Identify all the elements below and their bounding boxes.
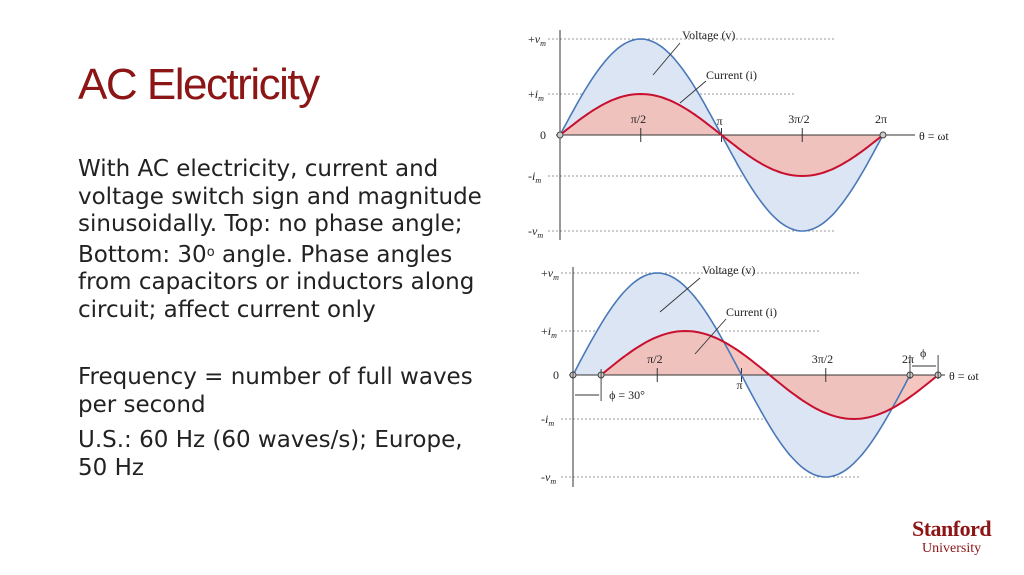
paragraph-us-europe: U.S.: 60 Hz (60 waves/s); Europe, 50 Hz [78, 427, 463, 481]
y-label-plus-im: +im [541, 324, 557, 340]
paragraph-frequency: Frequency = number of full waves per sec… [78, 364, 473, 418]
y-label-zero: 0 [553, 368, 559, 382]
voltage-label: Voltage (v) [702, 263, 755, 277]
paragraph-ac-description: With AC electricity, current and voltage… [78, 156, 498, 324]
current-label-pointer [679, 80, 707, 104]
current-label: Current (i) [706, 68, 757, 82]
body-text: With AC electricity, current and voltage… [78, 156, 498, 495]
x-label-2pi: 2π [875, 112, 887, 126]
x-label-pi-over-2: π/2 [631, 112, 646, 126]
x-label-pi: π [717, 114, 723, 128]
y-label-minus-vm: -vm [528, 224, 543, 240]
x-label-3pi-over-2: 3π/2 [788, 112, 809, 126]
y-label-minus-im: -im [541, 412, 554, 428]
phase-shift-markers [572, 355, 939, 401]
current-wave [600, 329, 939, 421]
stanford-logo: Stanford University [912, 516, 992, 558]
x-label-2pi: 2π [902, 352, 914, 366]
axis-label-theta: θ = ωt [949, 369, 979, 383]
current-label-pointer [694, 318, 727, 355]
y-label-minus-vm: -vm [541, 470, 556, 486]
y-label-plus-vm: +vm [541, 266, 559, 282]
y-label-plus-im: +im [528, 87, 544, 103]
x-label-pi-over-2: π/2 [647, 352, 662, 366]
y-label-minus-im: -im [528, 169, 541, 185]
current-label: Current (i) [726, 305, 777, 319]
end-point [879, 131, 887, 139]
x-label-3pi-over-2: 3π/2 [812, 352, 833, 366]
paragraph-text: With AC electricity, current and voltage… [78, 156, 482, 268]
current-wave [559, 92, 884, 178]
y-label-zero: 0 [540, 128, 546, 142]
axis-label-theta: θ = ωt [919, 129, 949, 143]
origin-point [556, 131, 564, 139]
paragraph-text: angle. Phase angles from capacitors or i… [78, 241, 475, 323]
voltage-label: Voltage (v) [682, 28, 735, 42]
voltage-wave [572, 272, 911, 478]
degree-superscript: o [206, 244, 215, 260]
voltage-label-pointer [652, 42, 681, 76]
phase-angle-label: ϕ = 30° [609, 388, 645, 402]
phi-label: ϕ [920, 346, 926, 360]
waveform-diagram-30-degree-phase: +vm +im 0 -im -vm π/2 π 3π/2 2π θ = ωt V… [541, 263, 979, 487]
voltage-label-pointer [659, 277, 701, 313]
logo-line-2: University [922, 541, 982, 556]
x-label-pi: π [737, 378, 743, 392]
slide-title: AC Electricity [78, 60, 320, 109]
logo-line-1: Stanford [912, 516, 992, 541]
waveform-diagram-no-phase: +vm +im 0 -im -vm π/2 π 3π/2 2π θ = ωt V… [528, 28, 949, 240]
y-label-plus-vm: +vm [528, 32, 546, 48]
